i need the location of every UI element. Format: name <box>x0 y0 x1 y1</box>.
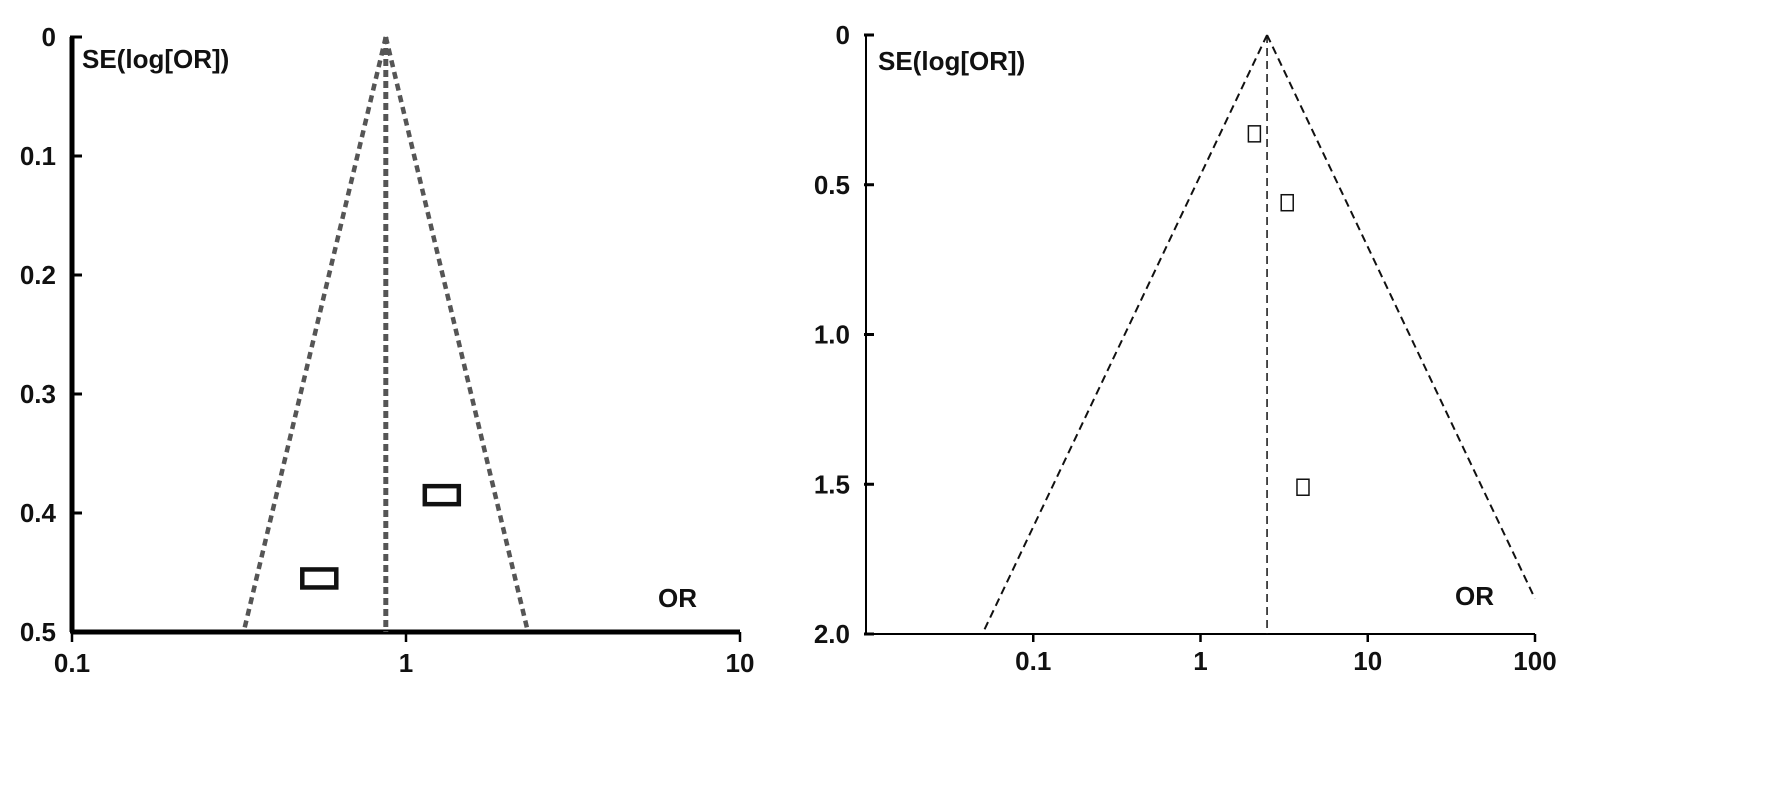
y-tick-label: 0.1 <box>20 141 56 171</box>
y-tick-label: 2.0 <box>814 619 850 649</box>
funnel-plot-2: 0 0.5 1.0 1.5 2.0 0.1 1 10 100 SE(log[OR]) OR <box>814 20 1557 676</box>
y-tick-label: 0.5 <box>20 617 56 647</box>
y-tick-label: 0 <box>836 20 850 50</box>
y-tick-label: 0.2 <box>20 260 56 290</box>
x-axis-label: OR <box>1455 581 1494 611</box>
x-tick-label: 100 <box>1513 646 1556 676</box>
y-tick-label: 1.0 <box>814 320 850 350</box>
y-tick-label: 0 <box>42 22 56 52</box>
study-point <box>422 483 462 507</box>
x-tick-label: 1 <box>1193 646 1207 676</box>
y-axis-label: SE(log[OR]) <box>878 46 1025 76</box>
funnel-left-limit <box>981 34 1268 635</box>
x-axis-label: OR <box>658 583 697 613</box>
study-point <box>1296 478 1310 496</box>
y-tick-label: 1.5 <box>814 469 850 499</box>
x-tick-label: 0.1 <box>1015 646 1051 676</box>
x-tick-label: 1 <box>399 648 413 678</box>
y-tick-label: 0.5 <box>814 170 850 200</box>
y-tick-label: 0.3 <box>20 379 56 409</box>
study-point <box>1247 125 1262 143</box>
x-tick-label: 10 <box>726 648 755 678</box>
y-axis-label: SE(log[OR]) <box>82 44 229 74</box>
study-point <box>300 567 339 590</box>
y-tick-label: 0.4 <box>20 498 57 528</box>
x-tick-label: 10 <box>1353 646 1382 676</box>
study-point <box>1280 193 1294 212</box>
funnel-right-limit <box>383 36 531 633</box>
x-tick-label: 0.1 <box>54 648 90 678</box>
funnel-left-limit <box>241 36 388 633</box>
funnel-right-limit <box>1266 34 1536 600</box>
